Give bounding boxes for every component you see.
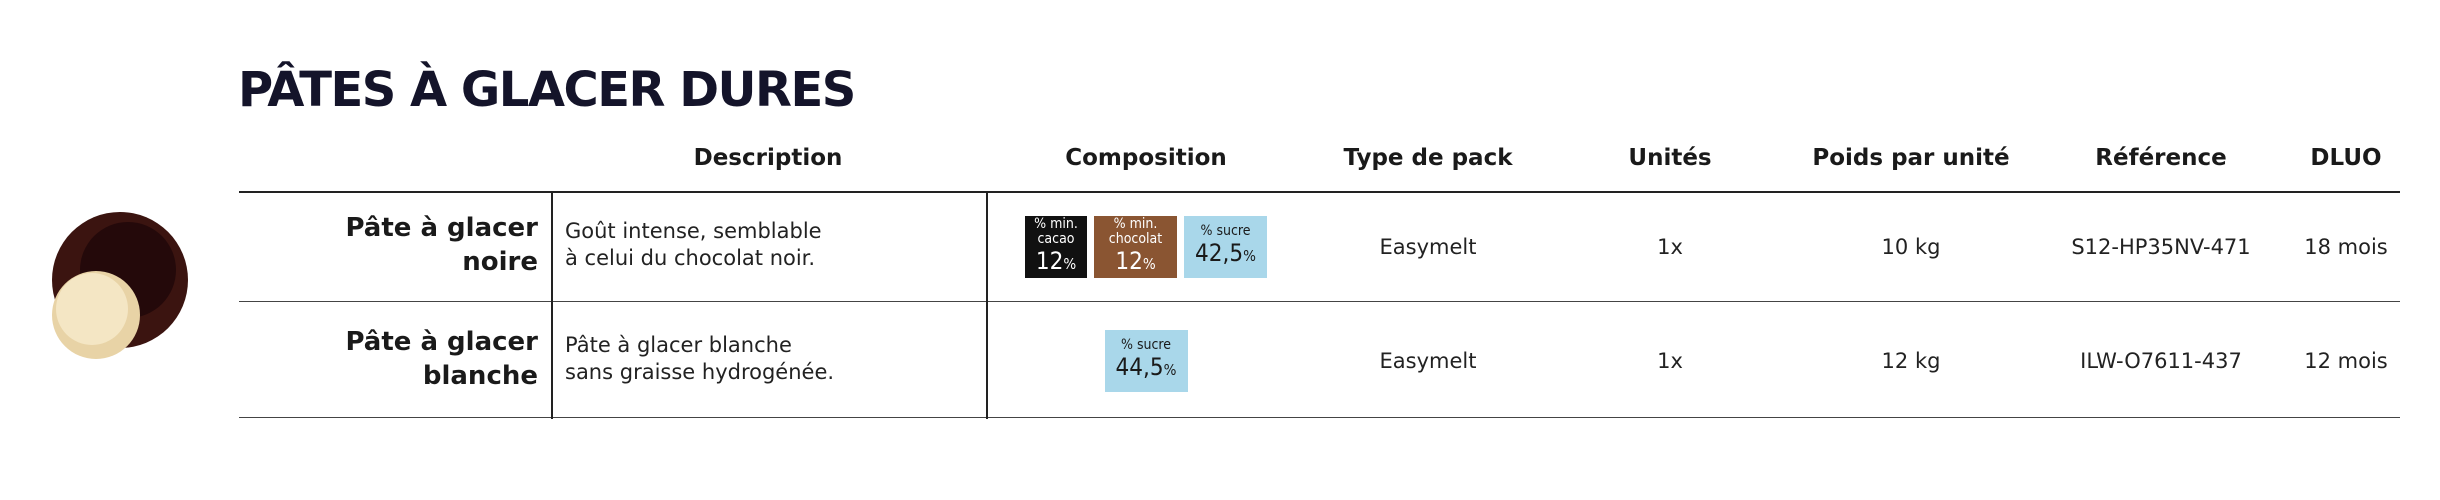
badge-value: 12% xyxy=(1115,247,1155,278)
product-image xyxy=(52,212,188,359)
description-line: sans graisse hydrogénée. xyxy=(565,360,835,384)
name-line: Pâte à glacer xyxy=(345,213,538,243)
badge-value: 44,5% xyxy=(1116,353,1177,384)
description-line: à celui du chocolat noir. xyxy=(565,246,816,270)
value: 44,5 xyxy=(1115,353,1164,381)
units: 1x xyxy=(1657,235,1683,259)
unit: % xyxy=(1063,254,1077,273)
value: 42,5 xyxy=(1195,239,1244,267)
description: Pâte à glacer blanche sans graisse hydrog… xyxy=(565,332,834,386)
unit: % xyxy=(1142,254,1156,273)
badge-label: cacao xyxy=(1037,230,1075,247)
description: Goût intense, semblable à celui du chocol… xyxy=(565,218,822,272)
units: 1x xyxy=(1657,349,1683,373)
reference: ILW-O7611-437 xyxy=(2080,349,2242,373)
title: PÂTES À GLACER DURES xyxy=(238,62,856,118)
description-line: Pâte à glacer blanche xyxy=(565,333,792,357)
dluo: 12 mois xyxy=(2304,349,2388,373)
column-rule xyxy=(986,192,988,419)
weight: 10 kg xyxy=(1881,235,1941,259)
column-header: Poids par unité xyxy=(1812,145,2010,171)
column-header: DLUO xyxy=(2310,145,2382,171)
value: 12 xyxy=(1035,246,1064,275)
composition-badge: % sucre 44,5% xyxy=(1104,330,1188,392)
badge-label: % sucre xyxy=(1120,337,1172,353)
weight: 12 kg xyxy=(1881,349,1941,373)
badge-label: chocolat xyxy=(1108,230,1163,247)
pack: Easymelt xyxy=(1379,349,1477,373)
name-line: Pâte à glacer xyxy=(345,327,538,357)
composition-badge: % min. cacao 12% xyxy=(1025,216,1087,278)
row-rule xyxy=(239,417,2400,418)
column-rule xyxy=(551,192,553,419)
badge-label: % min. xyxy=(1113,215,1158,232)
column-header: Description xyxy=(693,145,843,171)
name-line: noire xyxy=(462,247,538,277)
product-name: Pâte à glacer noire xyxy=(345,211,538,279)
column-header: Référence xyxy=(2095,145,2227,171)
description-line: Goût intense, semblable xyxy=(565,219,822,243)
column-header: Unités xyxy=(1628,145,1712,171)
unit: % xyxy=(1243,247,1256,265)
dluo: 18 mois xyxy=(2304,235,2388,259)
product-name: Pâte à glacer blanche xyxy=(345,325,538,393)
column-header: Type de pack xyxy=(1343,145,1513,171)
badge-value: 42,5% xyxy=(1195,239,1256,270)
unit: % xyxy=(1163,361,1177,379)
header-rule xyxy=(239,191,2400,193)
composition-badge: % min. chocolat 12% xyxy=(1094,216,1177,278)
row-rule xyxy=(239,301,2400,302)
badge-label: % sucre xyxy=(1200,223,1251,239)
badge-label: % min. xyxy=(1034,215,1078,232)
pack: Easymelt xyxy=(1379,235,1477,259)
column-header: Composition xyxy=(1065,145,1227,171)
value: 12 xyxy=(1115,246,1143,275)
reference: S12-HP35NV-471 xyxy=(2071,235,2251,259)
composition-badge: % sucre 42,5% xyxy=(1184,216,1267,278)
name-line: blanche xyxy=(422,361,538,391)
badge-value: 12% xyxy=(1036,247,1076,278)
